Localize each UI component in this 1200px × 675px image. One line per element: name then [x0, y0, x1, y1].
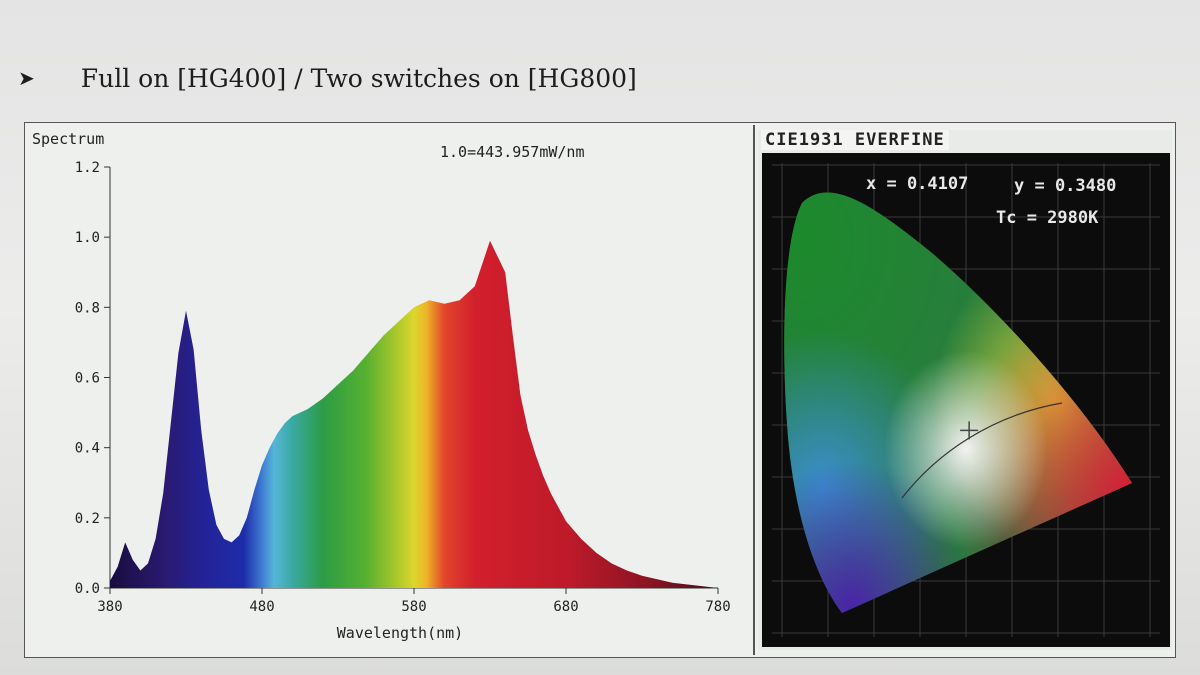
spectrum-chart: Spectrum 1.0=443.957mW/nm 380 480 580 680 78… [32, 130, 731, 642]
y-ticks: 0.0 0.2 0.4 0.6 0.8 1.0 1.2 [75, 160, 110, 597]
x-tick-label: 480 [249, 599, 274, 615]
section-heading: ➤ Full on [HG400] / Two switches on [HG8… [18, 58, 637, 98]
y-tick-label: 0.6 [75, 371, 100, 387]
cie-chromaticity-diagram [762, 153, 1170, 647]
x-axis-label: Wavelength(nm) [337, 624, 463, 642]
x-tick-label: 680 [553, 599, 578, 615]
cie-title: CIE1931 EVERFINE [761, 130, 949, 150]
y-tick-label: 1.0 [75, 230, 100, 246]
spectrum-title: Spectrum [32, 130, 104, 148]
spectrum-annotation: 1.0=443.957mW/nm [440, 143, 585, 161]
y-tick-label: 1.2 [75, 160, 100, 176]
x-tick-label: 380 [97, 599, 122, 615]
heading-text: Full on [HG400] / Two switches on [HG800… [80, 63, 637, 93]
panel-divider [753, 125, 755, 655]
x-tick-label: 580 [401, 599, 426, 615]
bullet-arrow-icon: ➤ [18, 66, 35, 90]
x-ticks: 380 480 580 680 780 [97, 588, 731, 615]
y-tick-label: 0.4 [75, 441, 100, 457]
cie-y-readout: y = 0.3480 [1014, 176, 1117, 196]
y-tick-label: 0.8 [75, 300, 100, 316]
y-tick-label: 0.2 [75, 511, 100, 527]
cie-tc-readout: Tc = 2980K [996, 208, 1099, 228]
spectrum-area [110, 240, 718, 588]
y-tick-label: 0.0 [75, 581, 100, 597]
x-tick-label: 780 [705, 599, 730, 615]
cie-x-readout: x = 0.4107 [866, 174, 969, 194]
chromaticity-point-marker [960, 421, 979, 440]
